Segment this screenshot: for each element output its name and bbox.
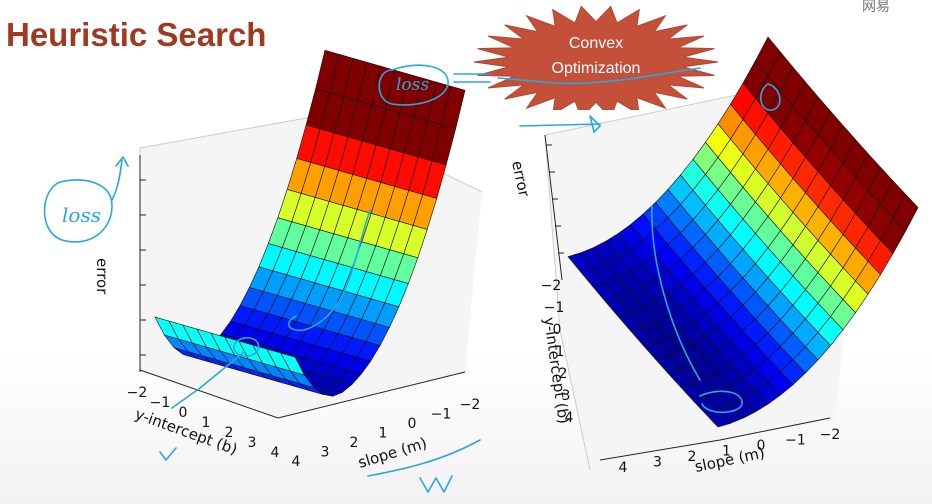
tick-label: 4 [292,454,301,470]
tick-label: 3 [248,435,257,451]
left-error-surface [154,49,466,397]
slide-title: Heuristic Search [6,16,267,53]
left-loss-text: loss [62,203,101,227]
tick-label: −1 [431,407,452,423]
tick-label: 0 [179,405,188,421]
badge-line-1: Convex [569,35,623,52]
tick-label: 2 [688,449,697,465]
tick-label: 3 [562,388,571,404]
tick-label: 4 [565,410,574,426]
right-error-surface [567,36,919,428]
tick-label: 0 [553,322,562,338]
badge-line-2: Optimization [552,60,641,77]
tick-label: 0 [408,416,417,432]
convex-optimization-badge: Convex Optimization [473,5,719,110]
tick-label: 0 [757,438,766,454]
right-loss-text: loss [396,75,429,95]
tick-label: 2 [225,425,234,441]
right-descent-scribble [651,83,781,414]
tick-label: 1 [379,426,388,442]
tick-label: 1 [556,344,565,360]
tick-label: −1 [785,433,806,449]
tick-label: 1 [722,444,731,460]
tick-label: −2 [127,385,148,401]
w-scribble [367,439,481,493]
left-z-label: error [93,258,111,295]
tick-label: −1 [544,300,565,316]
tick-label: 4 [619,460,628,476]
right-m-tick-labels: 4 3 2 1 0 −1 −2 [619,427,841,476]
tick-label: −2 [820,427,841,443]
surface-facet [280,352,305,376]
starburst-shape [473,5,719,110]
left-m-tick-labels: 4 3 2 1 0 −1 −2 [292,397,481,470]
tick-label: 3 [653,455,662,471]
left-descent-scribble [159,209,371,461]
right-loss-note: loss [378,64,701,133]
tick-label: −2 [541,278,562,294]
tick-label: 1 [202,415,211,431]
tick-label: 3 [321,445,330,461]
left-z-ticks [140,179,146,356]
tick-label: −2 [460,397,481,413]
tick-label: 2 [350,435,359,451]
right-z-ticks [546,144,564,254]
tick-label: 4 [271,445,280,461]
left-loss-note: loss [43,156,129,243]
tick-label: 2 [559,366,568,382]
watermark-logo: 网易 [862,0,890,15]
tick-label: −1 [150,395,171,411]
right-b-tick-labels: −2 −1 0 1 2 3 4 [541,278,574,426]
